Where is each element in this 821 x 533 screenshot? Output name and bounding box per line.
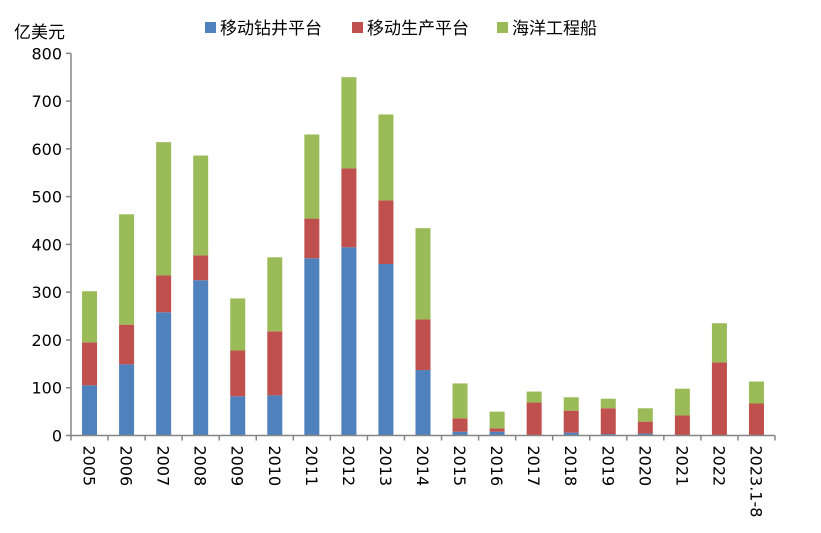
- bar-2009-series-0: [230, 396, 246, 436]
- bar-2006-series-1: [119, 324, 135, 365]
- y-tick-label: 600: [31, 140, 62, 159]
- bar-2007-series-1: [156, 275, 172, 313]
- bar-2006-series-2: [119, 214, 135, 325]
- bar-2006-series-0: [119, 364, 135, 436]
- bar-2005-series-0: [82, 385, 98, 436]
- legend-label: 移动生产平台: [367, 19, 469, 39]
- bar-2019-series-1: [600, 408, 616, 435]
- bar-2005-series-2: [82, 291, 98, 343]
- bar-2010-series-2: [267, 257, 283, 332]
- bar-2015-series-1: [452, 418, 468, 432]
- legend-label: 海洋工程船: [512, 19, 597, 39]
- legend-swatch: [205, 22, 216, 33]
- x-tick-label: 2023.1-8: [746, 446, 765, 518]
- y-axis-label: 亿美元: [14, 23, 65, 43]
- bar-2005-series-1: [82, 342, 98, 386]
- bar-2010-series-1: [267, 331, 283, 396]
- bar-2022-series-2: [711, 323, 727, 363]
- y-tick-label: 300: [31, 283, 62, 302]
- bar-2007-series-2: [156, 142, 172, 276]
- x-tick-label: 2014: [413, 446, 432, 487]
- bar-2013-series-1: [378, 200, 394, 264]
- bar-2010-series-0: [267, 395, 283, 436]
- bar-2015-series-0: [452, 431, 468, 436]
- x-tick-label: 2013: [376, 446, 395, 487]
- bar-2014-series-1: [415, 319, 431, 371]
- x-tick-label: 2018: [561, 446, 580, 487]
- bar-2020-series-0: [637, 433, 653, 436]
- bar-2007-series-0: [156, 312, 172, 436]
- x-tick-label: 2012: [339, 446, 358, 487]
- bar-2019-series-2: [600, 398, 616, 409]
- y-tick-label: 100: [31, 379, 62, 398]
- bar-2014-series-0: [415, 370, 431, 436]
- y-tick-label: 200: [31, 331, 62, 350]
- axes: 0 100 200 300 400 500 600 700 800 2005 2006 2007 200…: [31, 44, 776, 518]
- bar-2020-series-1: [637, 421, 653, 434]
- bar-2016-series-1: [489, 428, 505, 432]
- x-tick-label: 2006: [117, 446, 136, 487]
- bar-2008-series-2: [193, 155, 209, 256]
- bar-2015-series-2: [452, 383, 468, 419]
- bar-2020-series-2: [637, 408, 653, 422]
- x-tick-label: 2020: [635, 446, 654, 487]
- bar-2017-series-1: [526, 402, 542, 436]
- bar-2012-series-1: [341, 168, 357, 248]
- bar-2012-series-2: [341, 77, 357, 169]
- x-tick-label: 2010: [265, 446, 284, 487]
- bar-2008-series-0: [193, 280, 209, 436]
- x-tick-label: 2011: [302, 446, 321, 487]
- x-tick-label: 2015: [450, 446, 469, 487]
- x-tick-label: 2008: [191, 446, 210, 487]
- bar-2009-series-1: [230, 350, 246, 397]
- bar-2013-series-0: [378, 263, 394, 436]
- bar-2009-series-2: [230, 298, 246, 351]
- bar-2011-series-2: [304, 134, 320, 219]
- x-tick-label: 2022: [709, 446, 728, 487]
- bar-2016-series-2: [489, 411, 505, 429]
- bar-2018-series-0: [563, 432, 579, 436]
- bar-2014-series-2: [415, 228, 431, 320]
- bar-2021-series-1: [674, 415, 690, 436]
- legend: 移动钻井平台 移动生产平台 海洋工程船: [205, 19, 597, 39]
- bar-2023.1-8-series-2: [748, 381, 764, 404]
- x-tick-label: 2016: [487, 446, 506, 487]
- legend-swatch: [352, 22, 363, 33]
- legend-label: 移动钻井平台: [220, 19, 322, 39]
- y-tick-label: 800: [31, 44, 62, 63]
- bar-2023.1-8-series-1: [748, 403, 764, 436]
- legend-swatch: [497, 22, 508, 33]
- bars: [82, 77, 764, 436]
- bar-2017-series-2: [526, 391, 542, 403]
- bar-2013-series-2: [378, 114, 394, 201]
- x-tick-label: 2007: [154, 446, 173, 487]
- x-tick-label: 2019: [598, 446, 617, 487]
- x-tick-label: 2005: [80, 446, 99, 487]
- x-tick-label: 2017: [524, 446, 543, 487]
- y-tick-label: 500: [31, 188, 62, 207]
- bar-2008-series-1: [193, 255, 209, 281]
- bar-2012-series-0: [341, 247, 357, 436]
- y-tick-label: 0: [52, 427, 62, 446]
- bar-2011-series-0: [304, 258, 320, 436]
- bar-2011-series-1: [304, 218, 320, 259]
- y-tick-label: 400: [31, 235, 62, 254]
- y-tick-label: 700: [31, 92, 62, 111]
- bar-2022-series-1: [711, 362, 727, 436]
- bar-2018-series-2: [563, 397, 579, 411]
- x-tick-label: 2009: [228, 446, 247, 487]
- bar-2021-series-2: [674, 388, 690, 416]
- bar-2018-series-1: [563, 410, 579, 433]
- x-tick-label: 2021: [672, 446, 691, 487]
- bar-2016-series-0: [489, 431, 505, 436]
